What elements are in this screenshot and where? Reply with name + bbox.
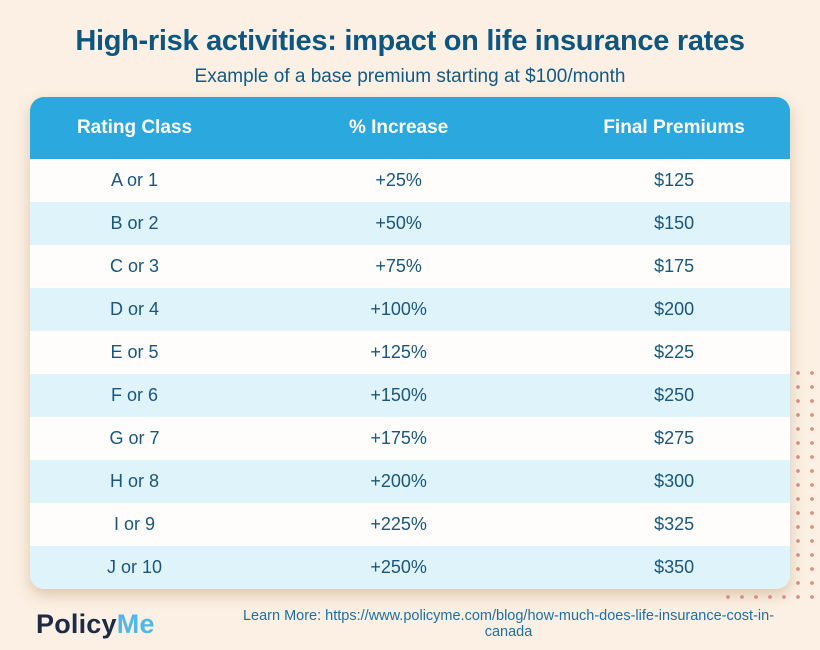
learn-more-link[interactable]: Learn More: https://www.policyme.com/blo… <box>242 608 775 640</box>
table-row: F or 6 +150% $250 <box>30 374 790 417</box>
table-row: B or 2 +50% $150 <box>30 202 790 245</box>
table-row: A or 1 +25% $125 <box>30 159 790 202</box>
column-header-final-premiums: Final Premiums <box>603 117 745 138</box>
percent-increase-cell: +75% <box>375 256 422 276</box>
final-premium-cell: $250 <box>654 385 695 405</box>
rating-class-cell: D or 4 <box>109 299 160 319</box>
table-row: J or 10 +250% $350 <box>30 546 790 589</box>
percent-increase-cell: +250% <box>370 557 427 577</box>
final-premium-cell: $350 <box>654 557 695 577</box>
column-header-percent-increase: % Increase <box>348 117 449 138</box>
final-premium-cell: $125 <box>654 170 695 190</box>
rating-class-cell: E or 5 <box>110 342 159 362</box>
page-subtitle: Example of a base premium starting at $1… <box>194 66 626 87</box>
final-premium-cell: $300 <box>654 471 695 491</box>
percent-increase-cell: +25% <box>375 170 422 190</box>
rating-class-cell: J or 10 <box>106 557 163 577</box>
final-premium-cell: $175 <box>654 256 695 276</box>
table-row: D or 4 +100% $200 <box>30 288 790 331</box>
percent-increase-cell: +150% <box>370 385 427 405</box>
percent-increase-cell: +175% <box>370 428 427 448</box>
rating-class-cell: C or 3 <box>109 256 160 276</box>
rates-table: Rating Class % Increase Final Premiums A… <box>30 97 790 589</box>
header: High-risk activities: impact on life ins… <box>0 0 820 88</box>
percent-increase-cell: +200% <box>370 471 427 491</box>
final-premium-cell: $150 <box>654 213 695 233</box>
table-row: I or 9 +225% $325 <box>30 503 790 546</box>
percent-increase-cell: +50% <box>375 213 422 233</box>
rating-class-cell: I or 9 <box>113 514 156 534</box>
rating-class-cell: G or 7 <box>109 428 160 448</box>
logo-text-policy: Policy <box>36 608 117 639</box>
table-row: G or 7 +175% $275 <box>30 417 790 460</box>
table-row: E or 5 +125% $225 <box>30 331 790 374</box>
rating-class-cell: H or 8 <box>109 471 160 491</box>
logo-text-me: Me <box>116 608 155 639</box>
rating-class-cell: A or 1 <box>110 170 159 190</box>
column-header-rating-class: Rating Class <box>76 117 193 138</box>
table-row: C or 3 +75% $175 <box>30 245 790 288</box>
footer: PolicyMe Learn More: https://www.policym… <box>0 598 820 650</box>
final-premium-cell: $200 <box>654 299 695 319</box>
percent-increase-cell: +125% <box>370 342 427 362</box>
table-row: H or 8 +200% $300 <box>30 460 790 503</box>
final-premium-cell: $225 <box>654 342 695 362</box>
page-title: High-risk activities: impact on life ins… <box>75 25 745 57</box>
rating-class-cell: F or 6 <box>110 385 158 405</box>
table-body: A or 1 +25% $125 B or 2 +50% $150 C or 3… <box>30 159 790 589</box>
rating-class-cell: B or 2 <box>110 213 159 233</box>
table-header-row: Rating Class % Increase Final Premiums <box>30 97 790 159</box>
percent-increase-cell: +225% <box>370 514 427 534</box>
final-premium-cell: $325 <box>654 514 695 534</box>
policyme-logo: PolicyMe <box>36 609 155 640</box>
final-premium-cell: $275 <box>654 428 695 448</box>
percent-increase-cell: +100% <box>370 299 427 319</box>
